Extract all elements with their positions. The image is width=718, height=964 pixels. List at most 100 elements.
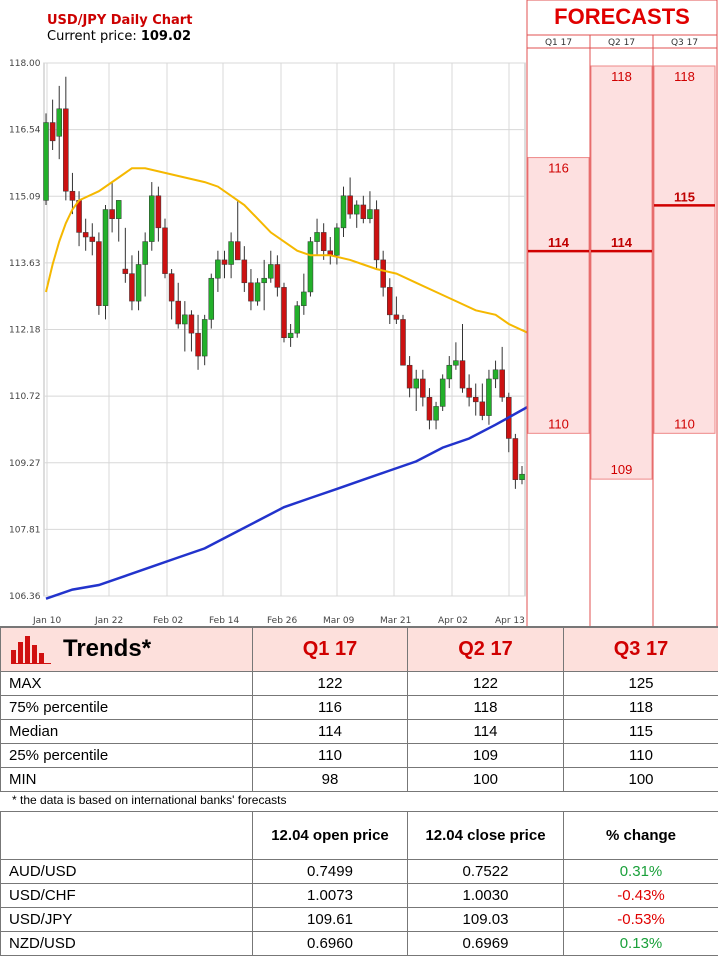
trends-row-label: 25% percentile bbox=[0, 743, 253, 768]
trends-row: MIN 98 100 100 bbox=[0, 767, 718, 792]
candle-body bbox=[420, 378, 426, 398]
candle-body bbox=[122, 268, 129, 274]
candle-body bbox=[96, 241, 102, 306]
fx-change: -0.43% bbox=[563, 883, 718, 908]
candle-body bbox=[367, 209, 373, 219]
candle-body bbox=[215, 259, 221, 279]
candle-body bbox=[479, 401, 486, 416]
trends-cell: 110 bbox=[252, 743, 408, 768]
candle-body bbox=[162, 227, 168, 274]
candle-body bbox=[314, 232, 320, 242]
fx-pair: NZD/USD bbox=[0, 931, 253, 956]
fx-header-change: % change bbox=[563, 811, 718, 860]
trends-cell: 114 bbox=[252, 719, 408, 744]
trends-table: Trends* Q1 17 Q2 17 Q3 17 MAX 122 122 12… bbox=[0, 627, 718, 792]
x-tick-label: Feb 14 bbox=[209, 616, 240, 626]
candle-body bbox=[234, 241, 241, 261]
candle-body bbox=[274, 264, 281, 288]
candle-body bbox=[182, 314, 188, 325]
footnote: * the data is based on international ban… bbox=[12, 793, 287, 807]
fx-open: 109.61 bbox=[252, 907, 408, 932]
trends-cell: 114 bbox=[407, 719, 564, 744]
trends-cell: 118 bbox=[563, 695, 718, 720]
forecast-col-label: Q1 17 bbox=[545, 38, 572, 48]
trends-cell: 115 bbox=[563, 719, 718, 744]
candle-body bbox=[426, 397, 433, 421]
fx-close: 109.03 bbox=[407, 907, 564, 932]
y-tick-label: 109.27 bbox=[9, 459, 41, 469]
candle-body bbox=[109, 209, 115, 219]
candle-body bbox=[63, 108, 69, 192]
candle-body bbox=[453, 360, 459, 366]
fx-header-open: 12.04 open price bbox=[252, 811, 408, 860]
candle-body bbox=[49, 122, 56, 142]
fx-close: 1.0030 bbox=[407, 883, 564, 908]
trends-row: MAX 122 122 125 bbox=[0, 671, 718, 696]
fx-pair: AUD/USD bbox=[0, 859, 253, 884]
fx-change: -0.53% bbox=[563, 907, 718, 932]
current-price: Current price: 109.02 bbox=[47, 29, 191, 44]
fx-pair: USD/CHF bbox=[0, 883, 253, 908]
candle-body bbox=[56, 108, 62, 137]
trends-cell: 125 bbox=[563, 671, 718, 696]
candle-body bbox=[155, 195, 162, 229]
candle-body bbox=[307, 241, 314, 293]
fx-table: 12.04 open price 12.04 close price % cha… bbox=[0, 811, 718, 956]
candle-body bbox=[406, 364, 413, 389]
fast-moving-average-line bbox=[45, 167, 530, 335]
candle-body bbox=[261, 277, 267, 284]
fx-header-close: 12.04 close price bbox=[407, 811, 564, 860]
forecast-band bbox=[590, 65, 653, 480]
candle-body bbox=[446, 364, 453, 380]
candle-body bbox=[281, 287, 287, 338]
fx-row: USD/CHF 1.0073 1.0030 -0.43% bbox=[0, 883, 718, 908]
x-tick-label: Apr 13 bbox=[495, 616, 525, 626]
trends-row: 25% percentile 110 109 110 bbox=[0, 743, 718, 768]
candle-body bbox=[380, 259, 386, 288]
candle-body bbox=[254, 282, 261, 302]
forecast-high-label: 118 bbox=[611, 69, 632, 84]
trends-row: 75% percentile 116 118 118 bbox=[0, 695, 718, 720]
forecast-median-label: 114 bbox=[611, 235, 633, 250]
y-tick-label: 118.00 bbox=[9, 59, 41, 69]
candle-body bbox=[201, 319, 208, 357]
y-tick-label: 107.81 bbox=[9, 525, 41, 535]
forecast-low-label: 110 bbox=[674, 416, 695, 431]
candle-body bbox=[499, 369, 505, 398]
candle-body bbox=[168, 273, 175, 302]
candle-body bbox=[486, 378, 492, 416]
trends-cell: 116 bbox=[252, 695, 408, 720]
trends-col-q1: Q1 17 bbox=[252, 627, 408, 672]
trends-header-row: Trends* Q1 17 Q2 17 Q3 17 bbox=[0, 627, 718, 672]
candle-body bbox=[89, 236, 96, 242]
trends-cell: 122 bbox=[407, 671, 564, 696]
fx-row: NZD/USD 0.6960 0.6969 0.13% bbox=[0, 931, 718, 956]
candle-body bbox=[466, 387, 472, 398]
candle-body bbox=[439, 378, 446, 407]
trends-row: Median 114 114 115 bbox=[0, 719, 718, 744]
x-tick-label: Feb 02 bbox=[153, 616, 183, 626]
candle-body bbox=[347, 195, 353, 215]
fx-change: 0.13% bbox=[563, 931, 718, 956]
fx-section: 12.04 open price 12.04 close price % cha… bbox=[0, 811, 718, 956]
y-tick-label: 115.09 bbox=[9, 192, 41, 202]
trends-cell: 100 bbox=[563, 767, 718, 792]
forecasts-title: FORECASTS bbox=[554, 4, 690, 29]
candle-body bbox=[69, 190, 76, 201]
fx-pair: USD/JPY bbox=[0, 907, 253, 932]
y-tick-label: 106.36 bbox=[9, 592, 41, 602]
candle-body bbox=[142, 241, 148, 265]
trends-row-label: MAX bbox=[0, 671, 253, 696]
candle-body bbox=[387, 287, 393, 316]
trends-cell: 122 bbox=[252, 671, 408, 696]
candle-body bbox=[82, 232, 89, 238]
forecast-median-label: 115 bbox=[674, 189, 695, 204]
candle-body bbox=[472, 397, 479, 403]
trends-col-q3: Q3 17 bbox=[563, 627, 718, 672]
candle-body bbox=[115, 200, 122, 219]
candle-body bbox=[102, 209, 109, 306]
candle-body bbox=[76, 200, 82, 233]
trends-row-label: Median bbox=[0, 719, 253, 744]
price-chart: 118.00 116.54 115.09 113.63 112.18 110.72 109.… bbox=[0, 0, 718, 627]
y-tick-label: 110.72 bbox=[9, 392, 41, 402]
